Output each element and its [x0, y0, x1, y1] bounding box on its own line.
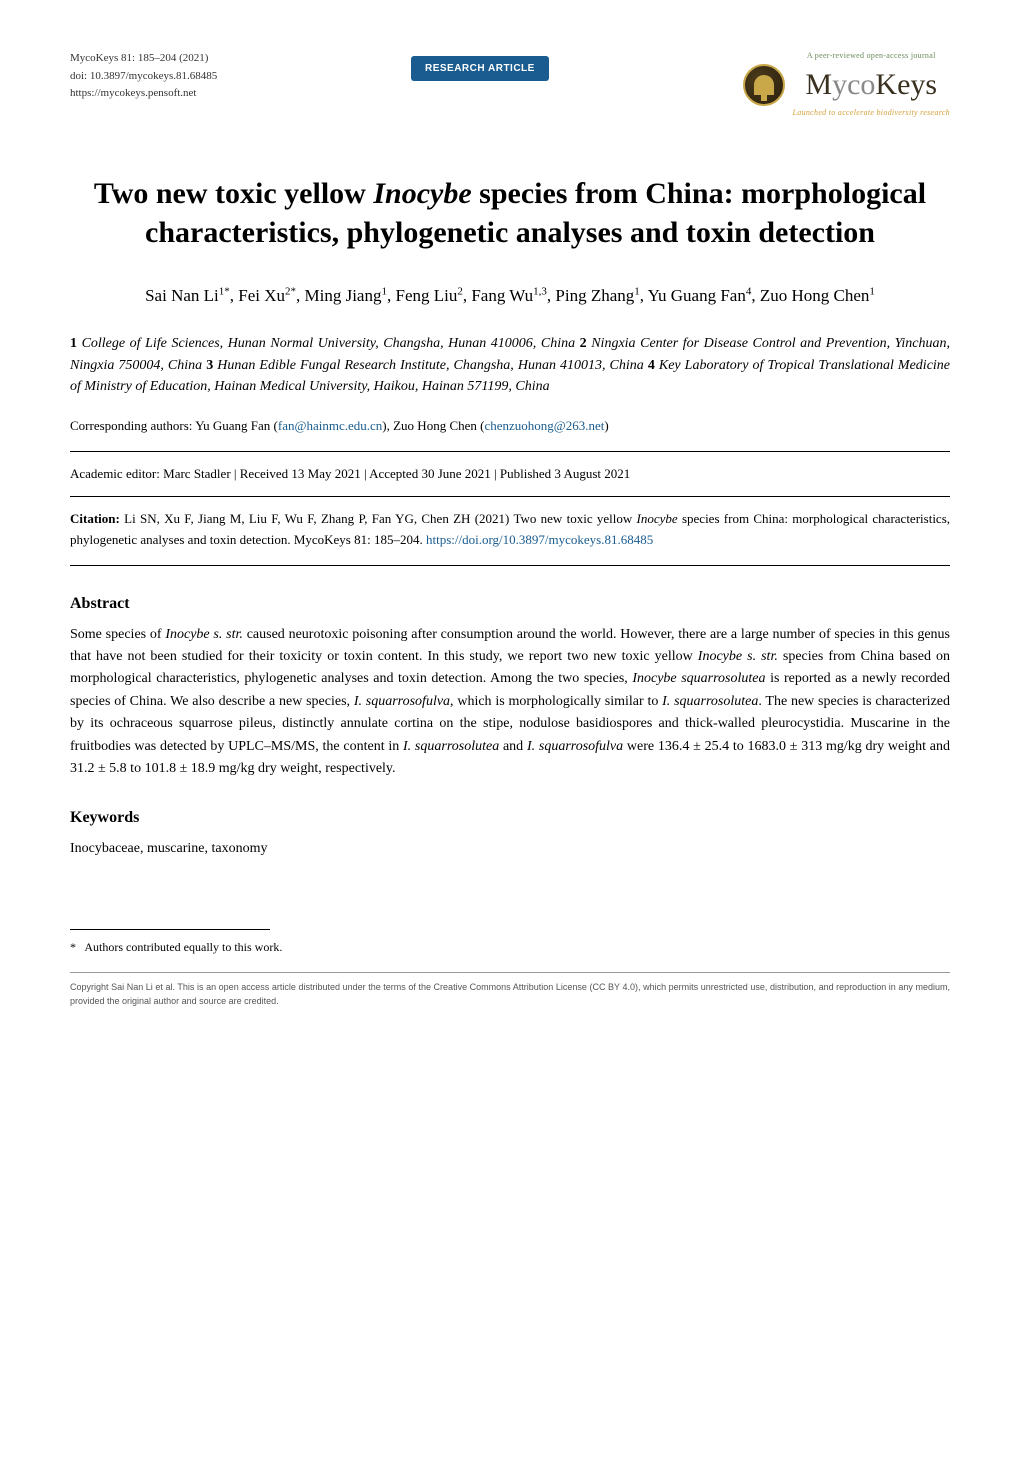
title-em: Inocybe — [373, 177, 471, 210]
divider — [70, 565, 950, 566]
author: Feng Liu2 — [395, 286, 462, 305]
brand-name: MycoKeys — [805, 62, 937, 107]
corresponding-authors: Corresponding authors: Yu Guang Fan (fan… — [70, 416, 950, 436]
affiliation-number: 1 — [70, 336, 77, 351]
citation-pre: Li SN, Xu F, Jiang M, Liu F, Wu F, Zhang… — [124, 511, 636, 526]
brand-prefix: M — [805, 68, 832, 101]
brand-light: yco — [832, 68, 875, 101]
journal-citation: MycoKeys 81: 185–204 (2021) — [70, 50, 217, 68]
author: Fei Xu2* — [238, 286, 296, 305]
author: Ping Zhang1 — [555, 286, 639, 305]
corresponding-label: Corresponding authors: — [70, 418, 192, 433]
mycokeys-logo-icon — [743, 64, 785, 106]
divider — [70, 451, 950, 452]
author: Fang Wu1,3 — [471, 286, 547, 305]
corresponding-name: Yu Guang Fan — [195, 418, 270, 433]
citation-label: Citation: — [70, 511, 120, 526]
copyright: Copyright Sai Nan Li et al. This is an o… — [70, 981, 950, 1008]
footnote-marker: * — [70, 940, 76, 954]
brand-suffix: Keys — [875, 68, 937, 101]
title-pre: Two new toxic yellow — [94, 177, 373, 210]
footnote-divider — [70, 929, 270, 930]
brand-tagline-top: A peer-reviewed open-access journal — [807, 50, 936, 62]
header-row: MycoKeys 81: 185–204 (2021) doi: 10.3897… — [70, 50, 950, 119]
author-list: Sai Nan Li1*, Fei Xu2*, Ming Jiang1, Fen… — [70, 282, 950, 311]
keywords-heading: Keywords — [70, 806, 950, 830]
affiliation-text: Hunan Edible Fungal Research Institute, … — [217, 358, 644, 373]
author: Sai Nan Li1* — [145, 286, 230, 305]
affiliation-text: College of Life Sciences, Hunan Normal U… — [82, 336, 576, 351]
divider — [70, 496, 950, 497]
editor-name: Marc Stadler — [163, 466, 231, 481]
corresponding-name: Zuo Hong Chen — [393, 418, 477, 433]
journal-brand: A peer-reviewed open-access journal Myco… — [743, 50, 950, 119]
journal-url: https://mycokeys.pensoft.net — [70, 85, 217, 103]
footnote: * Authors contributed equally to this wo… — [70, 938, 950, 956]
author: Yu Guang Fan4 — [648, 286, 752, 305]
abstract-heading: Abstract — [70, 592, 950, 616]
journal-meta: MycoKeys 81: 185–204 (2021) doi: 10.3897… — [70, 50, 217, 103]
corresponding-email-link[interactable]: chenzuohong@263.net — [484, 418, 604, 433]
journal-doi: doi: 10.3897/mycokeys.81.68485 — [70, 68, 217, 86]
author: Zuo Hong Chen1 — [760, 286, 875, 305]
affiliation-list: 1 College of Life Sciences, Hunan Normal… — [70, 333, 950, 398]
citation-link[interactable]: https://doi.org/10.3897/mycokeys.81.6848… — [426, 532, 653, 547]
affiliation-number: 3 — [206, 358, 213, 373]
article-title: Two new toxic yellow Inocybe species fro… — [80, 174, 940, 252]
citation-em: Inocybe — [637, 511, 678, 526]
editor-line: Academic editor: Marc Stadler | Received… — [70, 464, 950, 484]
corresponding-email-link[interactable]: fan@hainmc.edu.cn — [278, 418, 382, 433]
abstract-text: Some species of Inocybe s. str. caused n… — [70, 624, 950, 781]
article-type-badge: RESEARCH ARTICLE — [411, 56, 549, 81]
footnote-text: Authors contributed equally to this work… — [84, 940, 282, 954]
brand-tagline: Launched to accelerate biodiversity rese… — [793, 107, 950, 119]
accepted: Accepted 30 June 2021 — [369, 466, 491, 481]
affiliation-number: 4 — [648, 358, 655, 373]
citation-block: Citation: Li SN, Xu F, Jiang M, Liu F, W… — [70, 509, 950, 551]
affiliation-number: 2 — [580, 336, 587, 351]
keywords-text: Inocybaceae, muscarine, taxonomy — [70, 838, 950, 859]
copyright-divider — [70, 972, 950, 973]
published: Published 3 August 2021 — [500, 466, 630, 481]
brand-text: A peer-reviewed open-access journal Myco… — [793, 50, 950, 119]
received: Received 13 May 2021 — [240, 466, 361, 481]
author: Ming Jiang1 — [305, 286, 387, 305]
editor-label: Academic editor: — [70, 466, 160, 481]
